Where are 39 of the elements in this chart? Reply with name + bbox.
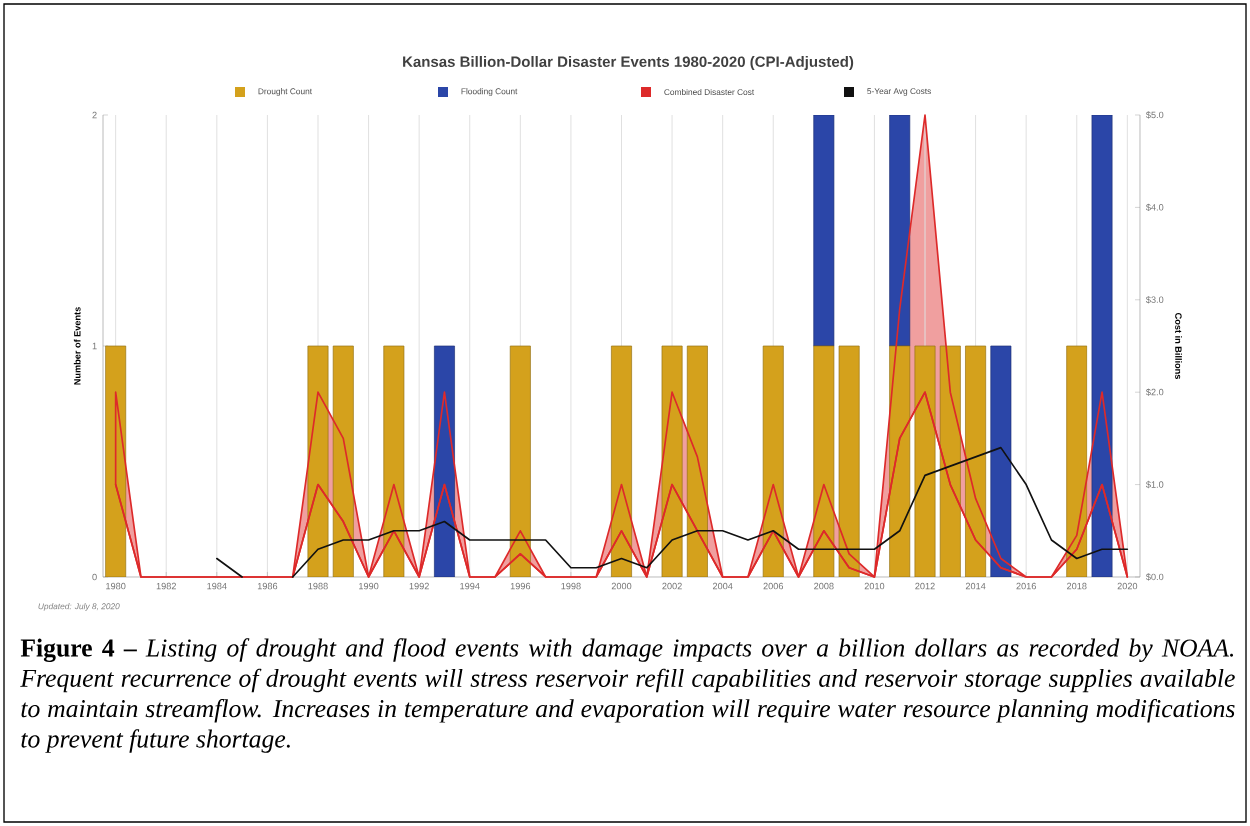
x-tick-label: 2002 [662,582,682,590]
y2-tick-label: $3.0 [1145,296,1164,304]
y2-tick-label: $1.0 [1145,480,1164,489]
legend-label: Flooding Count [461,88,518,96]
y-tick-label: 2 [92,111,97,119]
y2-tick-label: $4.0 [1145,203,1164,212]
x-tick-label: 1994 [460,582,480,590]
text: Updated: July 8, 2020 [38,603,120,611]
x-tick-label: 1996 [510,582,531,590]
text: Figure 4 – Listing of drought and flood events with damage impacts over a billion dollars as recorded by NOAA. Frequent recurrence of drought events will stress reservoir refill capabilities and reservoir storage supplies available to maintain streamflow. Increases in temperature and evaporation will require water resource planning modifications to prevent future shortage. [20,638,1235,753]
y-tick-label: 1 [92,342,97,350]
x-tick-label: 2012 [915,582,935,590]
x-tick-label: 2006 [763,582,784,590]
x-tick-label: 2014 [965,582,986,590]
legend-label: Combined Disaster Cost [664,88,755,96]
y2-tick-label: $0.0 [1145,573,1164,581]
y2-tick-label: $2.0 [1145,388,1164,396]
x-tick-label: 1990 [359,582,379,590]
x-tick-label: 1998 [561,582,581,590]
x-tick-label: 2016 [1016,582,1036,590]
x-tick-label: 1986 [257,582,278,590]
x-tick-label: 1992 [409,582,429,590]
x-tick-label: 2010 [864,582,885,590]
y2-tick-label: $5.0 [1145,111,1164,119]
legend-label: 5-Year Avg Costs [867,88,931,96]
y-tick-label: 0 [92,573,97,581]
x-tick-label: 1988 [308,582,328,590]
x-tick-label: 1980 [106,582,126,590]
x-tick-label: 1982 [156,582,176,590]
x-tick-label: 2008 [814,582,834,590]
x-tick-label: 2018 [1067,582,1087,590]
legend-label: Drought Count [258,88,312,96]
y-axis-title: Number of Events [73,307,81,385]
chart-title: Kansas Billion-Dollar Disaster Events 1980-2020 (CPI-Adjusted) [403,55,854,70]
x-tick-label: 2000 [611,582,632,590]
x-tick-label: 2020 [1117,582,1138,590]
y2-axis-title: Cost in Billions [1175,313,1182,379]
x-tick-label: 1984 [207,582,227,590]
x-tick-label: 2004 [712,582,733,590]
